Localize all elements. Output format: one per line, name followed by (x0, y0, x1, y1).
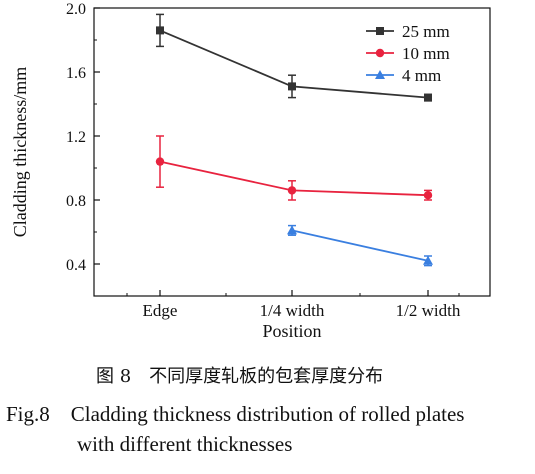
y-tick-label: 2.0 (66, 1, 86, 18)
legend-item: 10 mm (366, 44, 450, 63)
line-chart: 0.4 0.8 1.2 1.6 2.0 Edge 1/4 width 1/2 width 25… (10, 1, 491, 341)
legend-item: 25 mm (366, 22, 450, 41)
legend-label: 4 mm (402, 66, 441, 85)
legend-label: 10 mm (402, 44, 450, 63)
data-point (288, 82, 296, 91)
chart-ticks: 0.4 0.8 1.2 1.6 2.0 Edge 1/4 width 1/2 width (66, 1, 461, 320)
figure-caption-english-line2: with different thicknesses (77, 432, 293, 456)
series-line (291, 229, 429, 262)
series-4-mm (287, 224, 433, 267)
data-point (287, 186, 297, 195)
y-axis-label: Cladding thickness/mm (10, 67, 30, 238)
figure-caption-chinese: 图 8 不同厚度轧板的包套厚度分布 (96, 366, 384, 387)
chart-series (155, 13, 433, 267)
x-axis-label: Position (262, 321, 321, 341)
x-tick-label: 1/4 width (260, 301, 325, 320)
data-point (156, 26, 164, 35)
data-point (423, 191, 433, 200)
series-25-mm (156, 13, 432, 102)
legend-marker (375, 70, 385, 79)
figure-caption-english-line1: Fig.8 Cladding thickness distribution of… (6, 402, 465, 426)
data-point (424, 93, 432, 102)
x-tick-label: Edge (143, 301, 178, 320)
legend-item: 4 mm (366, 66, 441, 85)
y-tick-label: 0.8 (66, 193, 86, 210)
y-tick-label: 1.6 (66, 65, 86, 82)
y-tick-label: 1.2 (66, 129, 86, 146)
chart-legend: 25 mm 10 mm 4 mm (366, 22, 450, 85)
legend-marker (375, 48, 385, 58)
data-point (287, 225, 297, 235)
y-tick-label: 0.4 (66, 257, 86, 274)
x-tick-label: 1/2 width (396, 301, 461, 320)
series-10-mm (155, 135, 433, 201)
legend-label: 25 mm (402, 22, 450, 41)
data-point (423, 255, 433, 265)
legend-marker (376, 27, 384, 35)
data-point (155, 157, 165, 166)
